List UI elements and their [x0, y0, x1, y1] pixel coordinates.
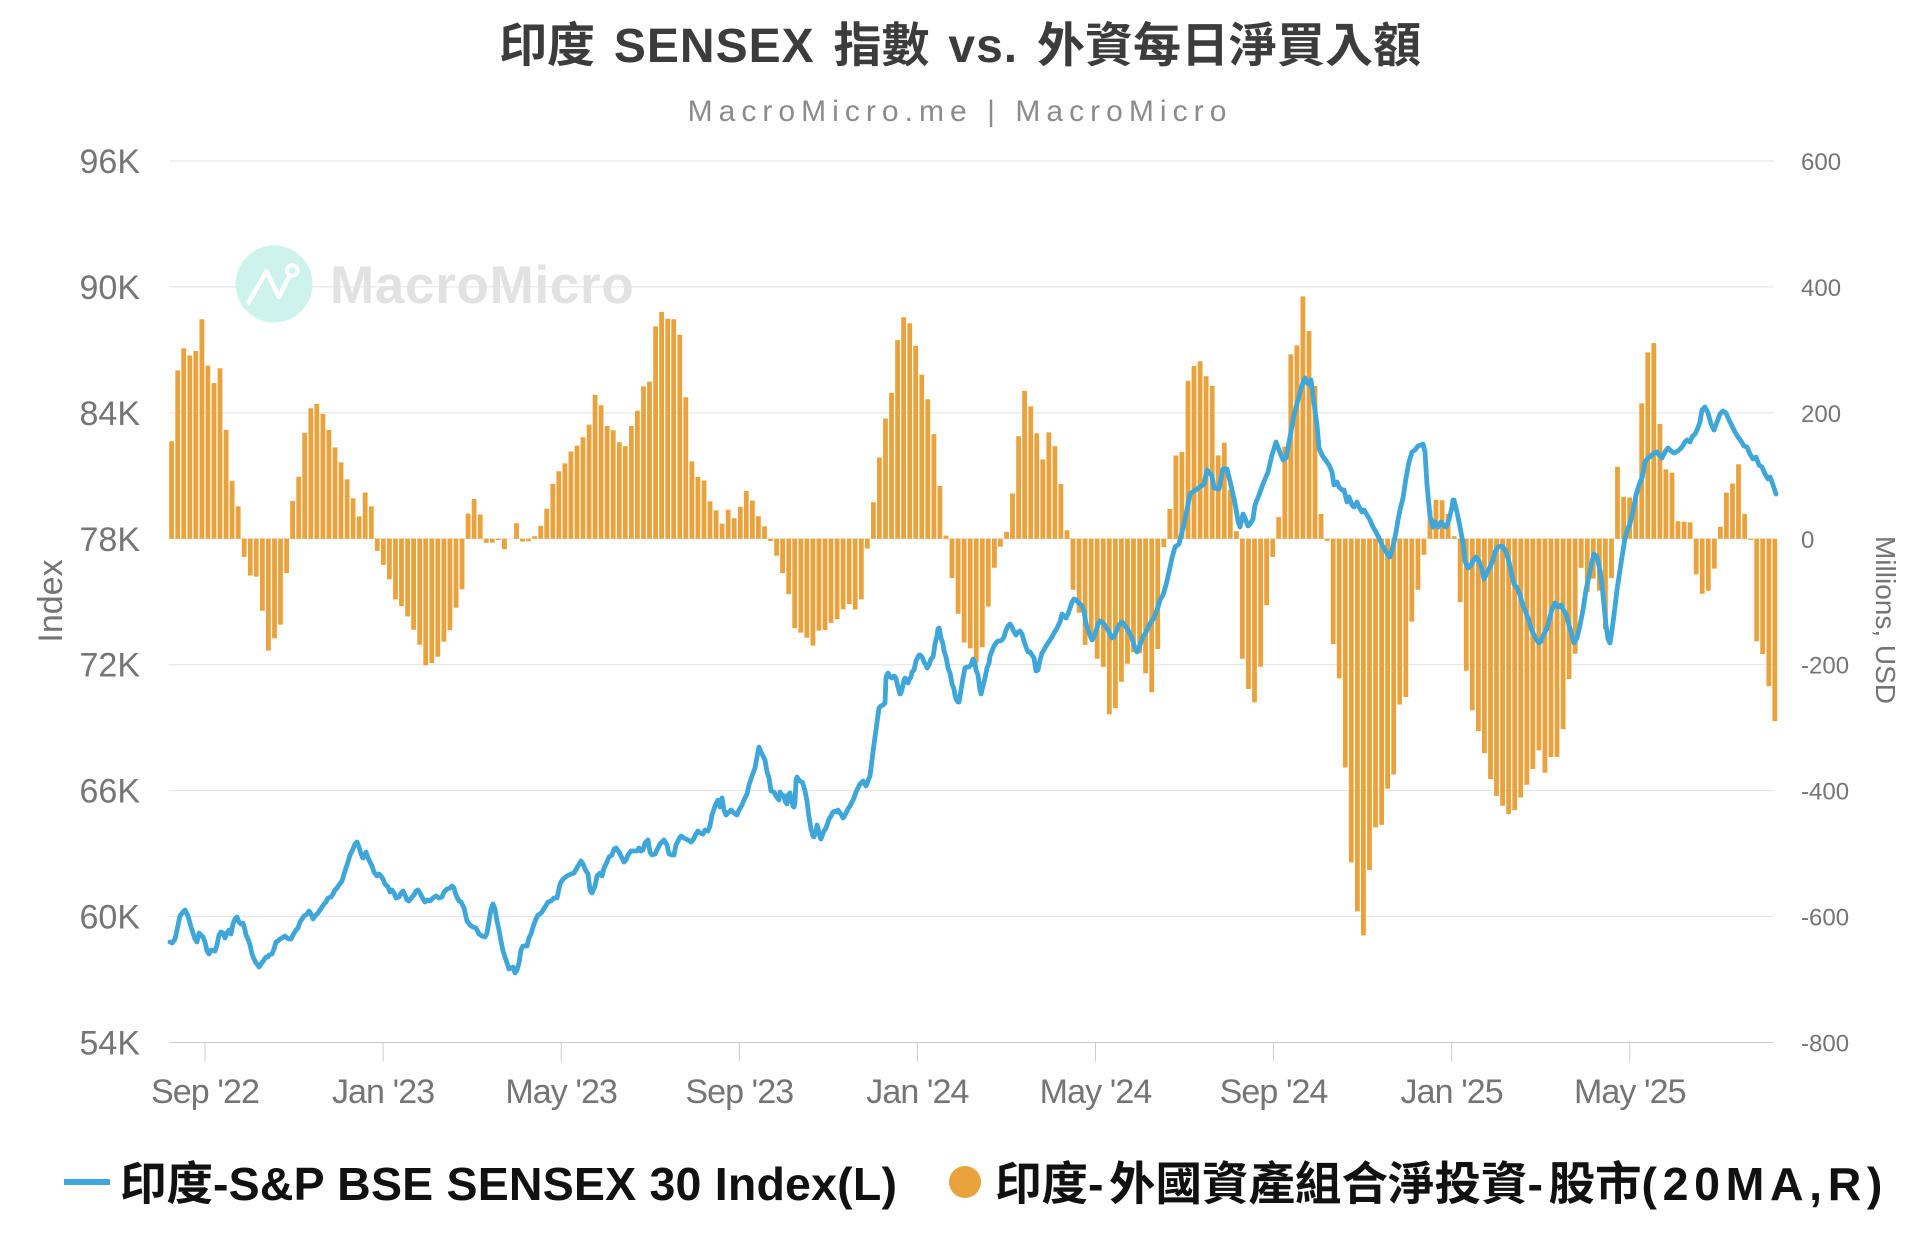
- svg-text:96K: 96K: [80, 143, 141, 181]
- svg-text:Jan '23: Jan '23: [332, 1073, 434, 1111]
- svg-text:Jan '25: Jan '25: [1401, 1073, 1503, 1111]
- svg-text:Sep '24: Sep '24: [1220, 1073, 1328, 1111]
- svg-text:90K: 90K: [80, 269, 141, 307]
- svg-text:66K: 66K: [80, 773, 141, 811]
- svg-text:May '24: May '24: [1040, 1073, 1152, 1111]
- svg-text:400: 400: [1801, 275, 1841, 302]
- svg-text:72K: 72K: [80, 647, 141, 685]
- svg-text:600: 600: [1801, 149, 1841, 176]
- svg-text:200: 200: [1801, 401, 1841, 428]
- svg-text:MacroMicro.me | MacroMicro: MacroMicro.me | MacroMicro: [688, 95, 1233, 128]
- svg-text:Index: Index: [32, 559, 70, 642]
- svg-text:Sep '22: Sep '22: [151, 1073, 259, 1111]
- svg-text:-800: -800: [1801, 1031, 1849, 1058]
- svg-text:May '23: May '23: [505, 1073, 617, 1111]
- svg-text:-200: -200: [1801, 653, 1849, 680]
- svg-text:MacroMicro: MacroMicro: [330, 256, 634, 315]
- svg-text:(20MA,R): (20MA,R): [1642, 1158, 1889, 1210]
- svg-text:54K: 54K: [80, 1025, 141, 1063]
- svg-text:0: 0: [1801, 527, 1814, 554]
- svg-text:60K: 60K: [80, 899, 141, 937]
- svg-text:-600: -600: [1801, 905, 1849, 932]
- svg-text:Sep '23: Sep '23: [685, 1073, 793, 1111]
- svg-text:-: -: [1088, 1158, 1104, 1210]
- svg-text:-S&P BSE SENSEX 30 Index(L): -S&P BSE SENSEX 30 Index(L): [213, 1158, 897, 1210]
- svg-text:-400: -400: [1801, 779, 1849, 806]
- svg-text:SENSEX: SENSEX: [614, 20, 815, 73]
- svg-text:84K: 84K: [80, 395, 141, 433]
- svg-text:Millions, USD: Millions, USD: [1870, 536, 1901, 704]
- svg-text:78K: 78K: [80, 521, 141, 559]
- svg-text:May '25: May '25: [1574, 1073, 1686, 1111]
- svg-text:-: -: [1528, 1158, 1544, 1210]
- svg-text:vs.: vs.: [948, 20, 1018, 73]
- svg-text:Jan '24: Jan '24: [866, 1073, 968, 1111]
